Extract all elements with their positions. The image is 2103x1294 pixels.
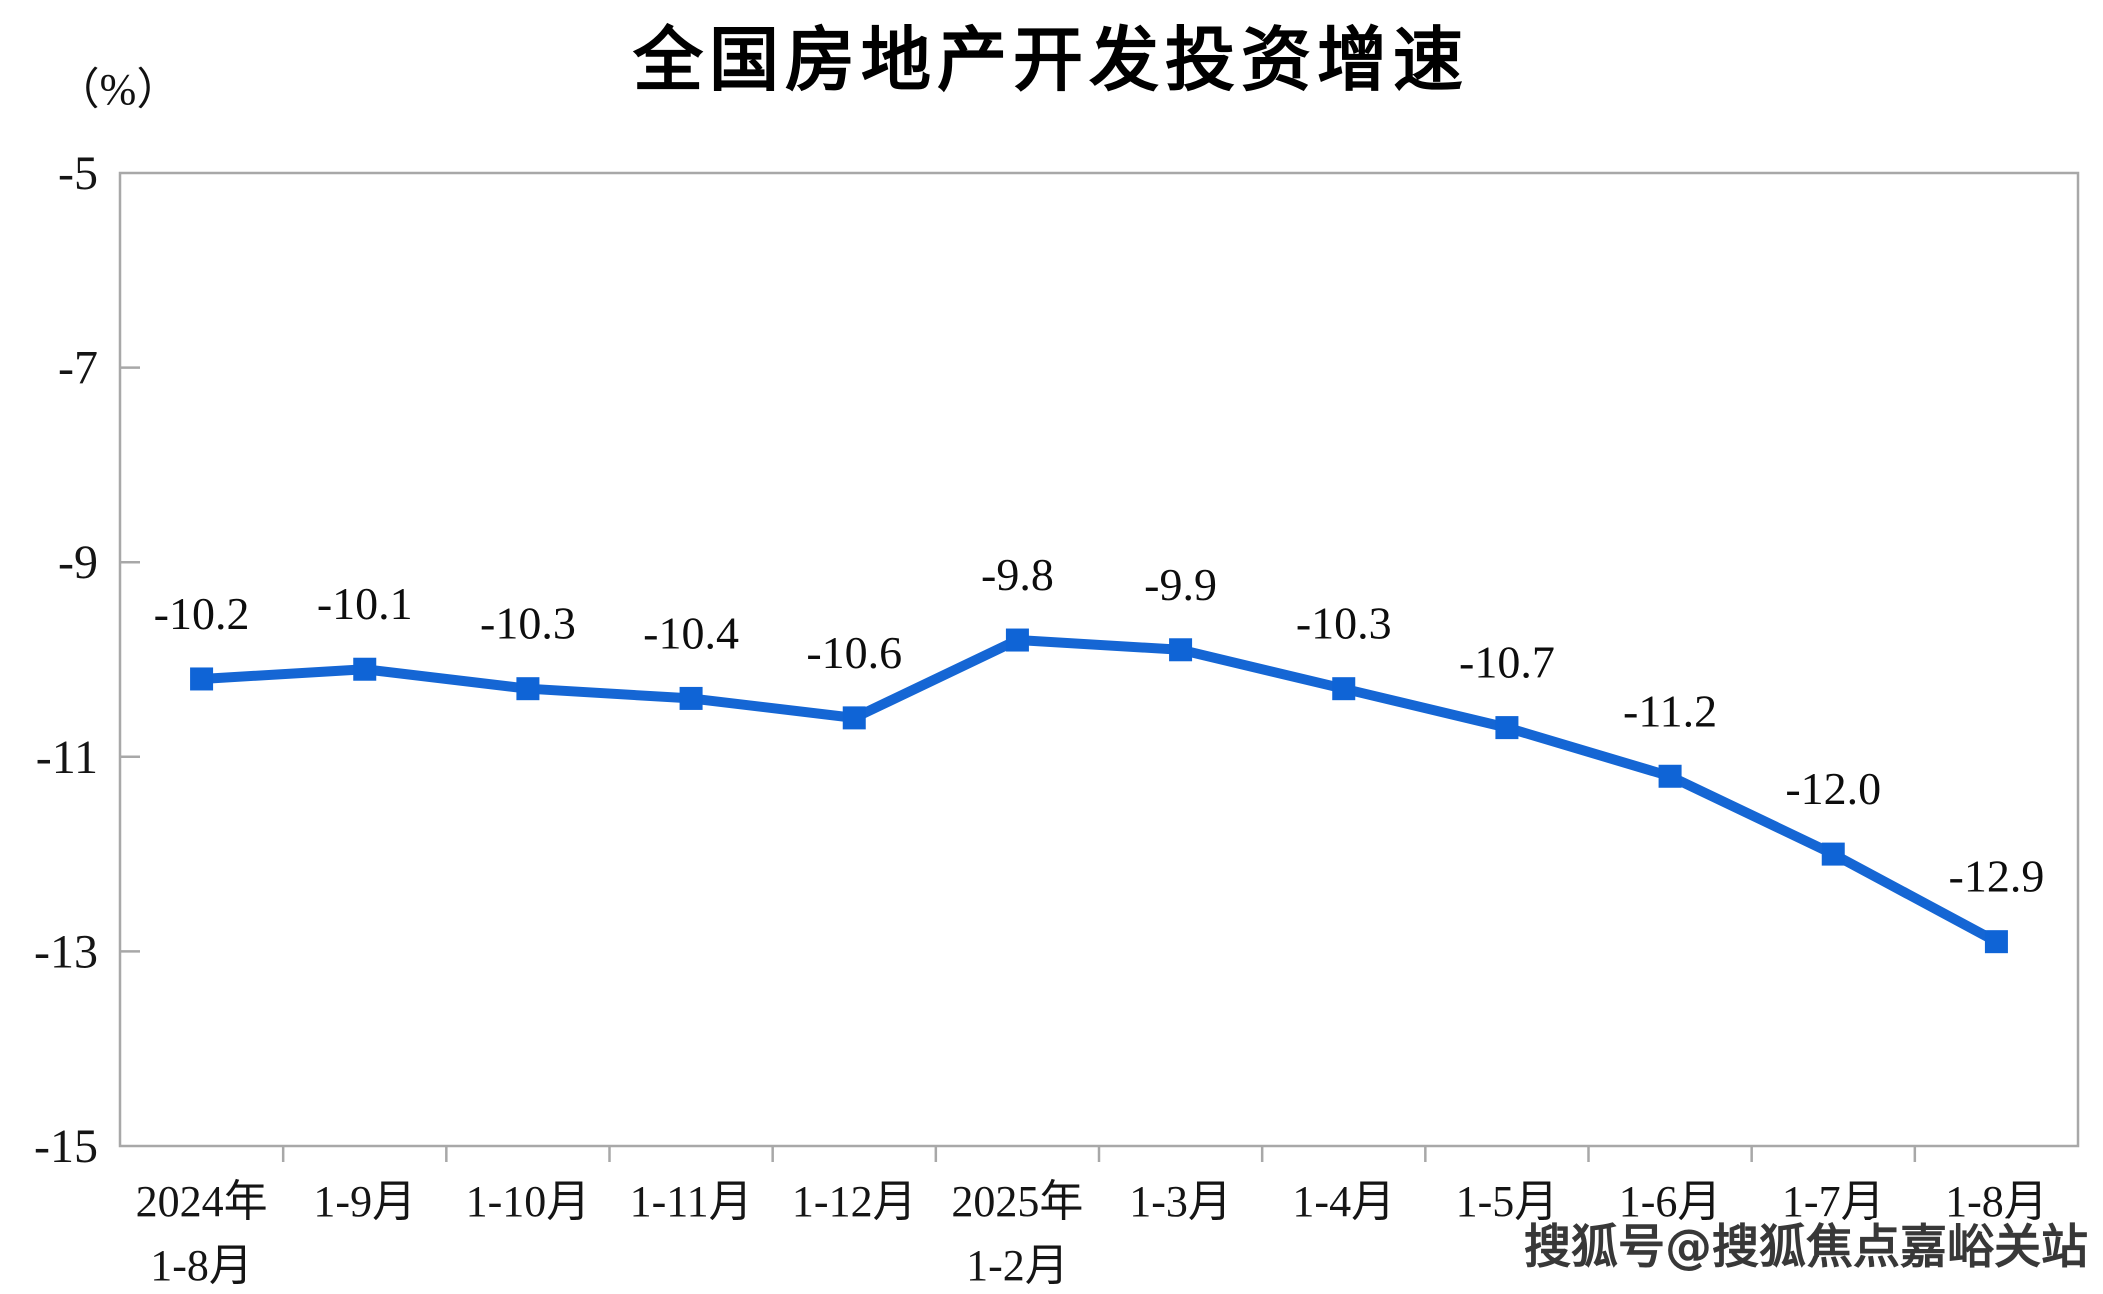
watermark: 搜狐号@搜狐焦点嘉峪关站 (1524, 1220, 2088, 1275)
data-point-label: -10.3 (1296, 598, 1392, 649)
data-point-label: -11.2 (1623, 685, 1717, 736)
y-axis-tick-label: -5 (58, 147, 98, 200)
y-axis-tick-label: -9 (58, 536, 98, 589)
data-point-marker (1658, 764, 1682, 788)
data-point-marker (353, 657, 377, 681)
data-point-label: -10.2 (154, 588, 250, 639)
data-point-marker (1332, 677, 1356, 701)
chart-title: 全国房地产开发投资增速 (632, 19, 1469, 101)
data-point-label: -10.3 (480, 598, 576, 649)
plot-area: -5 -7 -9 -11 -13 -15 2024年 1-8月 1-9月 1-10月 1-11月 1-… (34, 147, 2080, 1290)
x-axis-tick-label: 1-4月 (1292, 1177, 1395, 1226)
x-axis-tick-label: 2024年 1-8月 (136, 1177, 268, 1290)
x-axis-tick-label: 1-8月 (1945, 1177, 2048, 1226)
data-point-marker (1821, 842, 1845, 866)
y-axis-tick-label: -15 (34, 1120, 98, 1173)
data-point-marker (1005, 628, 1029, 652)
x-axis-tick-label: 1-6月 (1619, 1177, 1722, 1226)
x-axis-tick-label: 1-3月 (1129, 1177, 1232, 1226)
data-point-marker (842, 706, 866, 730)
data-point-label: -10.4 (643, 607, 739, 658)
x-axis-tick-label: 1-9月 (313, 1177, 416, 1226)
y-axis-tick-label: -11 (36, 731, 98, 784)
x-axis-tick-label: 1-7月 (1782, 1177, 1885, 1226)
data-point-label: -12.0 (1785, 763, 1881, 814)
data-point-label: -9.9 (1144, 559, 1217, 610)
x-axis-tick-label: 1-10月 (466, 1177, 591, 1226)
data-point-marker (190, 667, 214, 691)
data-point-marker (679, 686, 703, 710)
data-point-label: -10.7 (1459, 637, 1555, 688)
x-axis-tick-label: 2025年 1-2月 (951, 1177, 1083, 1290)
plot-border (118, 171, 2080, 1148)
data-point-label: -12.9 (1949, 851, 2045, 902)
data-point-label: -10.1 (317, 578, 413, 629)
x-axis-tick-label: 1-11月 (630, 1177, 753, 1226)
y-axis-tick-label: -7 (58, 342, 98, 395)
y-axis-unit-label: （%） (56, 65, 181, 114)
y-axis-tick-label: -13 (34, 925, 98, 978)
data-point-label: -10.6 (806, 627, 902, 678)
data-point-marker (1984, 930, 2008, 954)
x-axis-tick-label: 1-5月 (1456, 1177, 1559, 1226)
data-point-marker (516, 677, 540, 701)
data-point-marker (1169, 638, 1193, 662)
x-axis-tick-label: 1-12月 (792, 1177, 917, 1226)
data-line (196, 635, 2002, 947)
data-point-marker (1495, 716, 1519, 740)
data-point-label: -9.8 (981, 549, 1054, 600)
